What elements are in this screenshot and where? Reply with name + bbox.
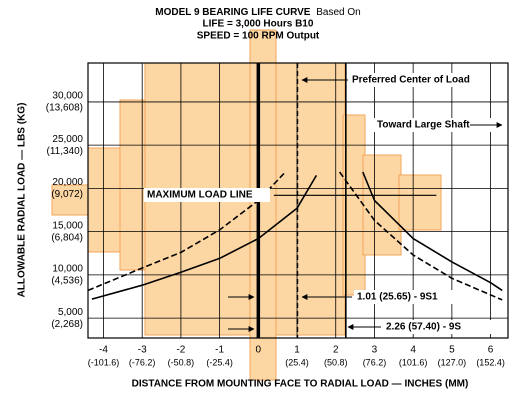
plot-frame: [87, 62, 509, 339]
curve: [338, 171, 503, 301]
y-tick-label: 10,000: [52, 264, 83, 275]
y-tick-label-kg: (13,608): [46, 103, 83, 114]
annotation: 2.26 (57.40) - 9S: [386, 322, 461, 333]
x-tick-label-mm: (-25.4): [206, 357, 233, 367]
x-tick-label-mm: (127.0): [438, 357, 467, 367]
x-tick-label: 0: [256, 345, 262, 356]
x-tick-label: -1: [215, 345, 224, 356]
subtitle: SPEED = 100 RPM Output: [197, 31, 320, 42]
x-tick-label-mm: (76.2): [363, 357, 387, 367]
x-tick-label-mm: (-101.6): [88, 357, 120, 367]
x-tick-label-mm: (-76.2): [129, 357, 156, 367]
curve: [91, 174, 318, 300]
subtitle: LIFE = 3,000 Hours B10: [203, 19, 314, 30]
x-tick-label-mm: (152.4): [476, 357, 505, 367]
y-tick-label-kg: (9,072): [51, 189, 83, 200]
y-tick-label-kg: (6,804): [51, 232, 83, 243]
x-tick-label: -2: [176, 345, 185, 356]
chart-title-group: MODEL 9 BEARING LIFE CURVE Based On: [155, 7, 360, 18]
label-box: [383, 320, 495, 334]
y-tick-label-kg: (4,536): [51, 276, 83, 287]
x-tick-label-mm: (-50.8): [168, 357, 195, 367]
x-tick-label: -4: [99, 345, 108, 356]
x-tick-label: 4: [410, 345, 416, 356]
annotation: Preferred Center of Load: [352, 75, 470, 86]
y-tick-label: 5,000: [58, 307, 83, 318]
y-axis-label: ALLOWABLE RADIAL LOAD — LBS (KG): [17, 103, 28, 298]
y-tick-label: 25,000: [52, 134, 83, 145]
chart-title-suffix: Based On: [316, 7, 360, 18]
chart-title: MODEL 9 BEARING LIFE CURVE: [155, 7, 311, 18]
x-tick-label: 5: [449, 345, 455, 356]
annotations: Preferred Center of Load Toward Large Sh…: [144, 73, 504, 334]
annotation: 1.01 (25.65) - 9S1: [357, 292, 438, 303]
x-tick-label: 2: [333, 345, 339, 356]
x-axis-label: DISTANCE FROM MOUNTING FACE TO RADIAL LO…: [132, 379, 469, 390]
y-tick-label-kg: (11,340): [46, 146, 83, 157]
x-tick-label: 3: [372, 345, 378, 356]
x-tick-label: 1: [294, 345, 300, 356]
annotation: Toward Large Shaft: [377, 120, 470, 131]
label-box: [144, 188, 270, 202]
y-tick-label-kg: (2,268): [51, 319, 83, 330]
x-tick-label: -3: [138, 345, 147, 356]
x-tick-label-mm: (50.8): [324, 357, 348, 367]
x-tick-label-mm: (25.4): [285, 357, 309, 367]
y-tick-label: 15,000: [52, 220, 83, 231]
label-box: [348, 73, 470, 87]
curve: [362, 171, 503, 292]
annotation: MAXIMUM LOAD LINE: [147, 190, 253, 201]
y-tick-label: 30,000: [52, 91, 83, 102]
x-tick-label: 6: [488, 345, 494, 356]
label-box: [354, 290, 470, 304]
x-tick-label-mm: (101.6): [399, 357, 428, 367]
label-box: [374, 118, 504, 132]
y-tick-label: 20,000: [52, 177, 83, 188]
